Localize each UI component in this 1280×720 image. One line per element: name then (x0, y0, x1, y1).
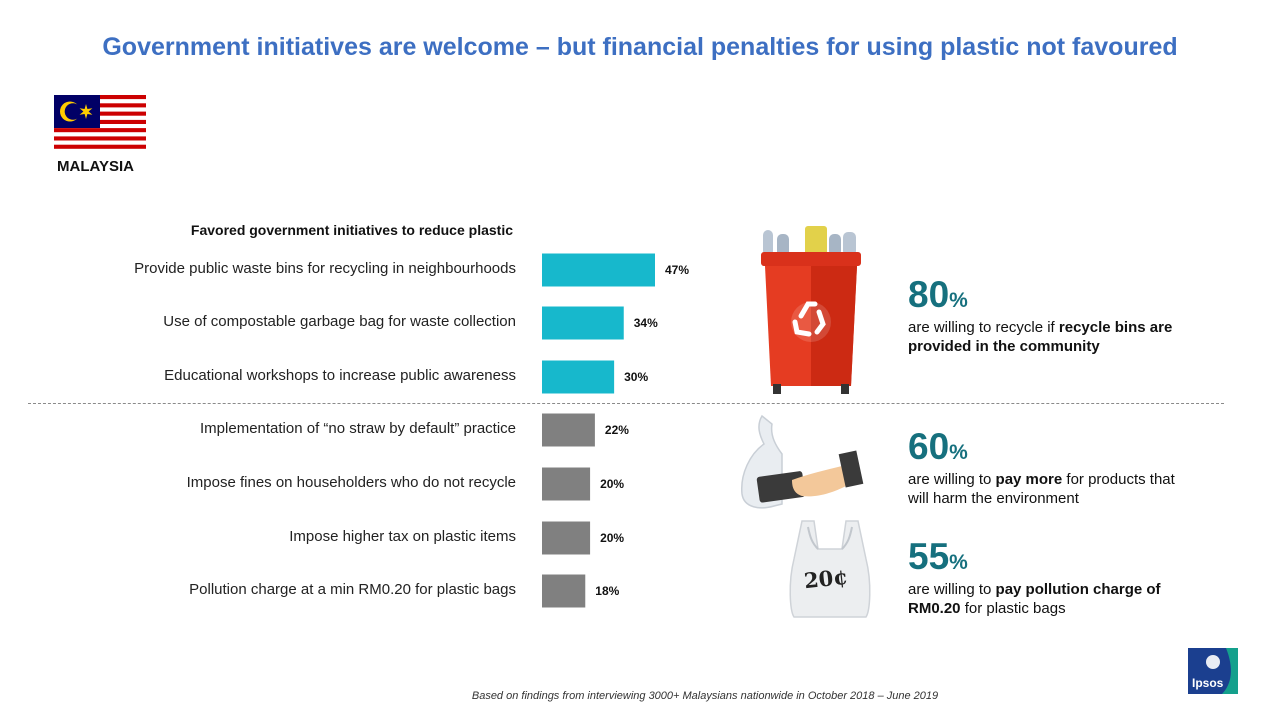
stat-number: 80% (908, 274, 968, 315)
bar (542, 574, 586, 608)
bar (542, 360, 615, 394)
malaysia-flag-icon (54, 95, 146, 153)
footnote: Based on findings from interviewing 3000… (471, 690, 939, 702)
stat-pollution-charge: 55% are willing to pay pollution charge … (908, 538, 1193, 618)
bar (542, 253, 655, 287)
bar-value-label: 47% (665, 263, 689, 277)
bag-price-label: 20¢ (802, 563, 850, 594)
stat-number: 55% (908, 536, 968, 577)
hand-with-money-icon (741, 414, 864, 509)
ipsos-logo: Ipsos (1188, 648, 1238, 694)
bar-category-label: Educational workshops to increase public… (164, 367, 516, 384)
bar-category-label: Impose higher tax on plastic items (289, 528, 516, 545)
stat-recycle: 80% are willing to recycle if recycle bi… (908, 276, 1208, 356)
country-label: MALAYSIA (57, 158, 134, 175)
bar-value-label: 20% (600, 531, 624, 545)
stat-pay-more: 60% are willing to pay more for products… (908, 428, 1178, 508)
bar (542, 413, 595, 447)
bar (542, 306, 624, 340)
recycle-bin-icon (761, 226, 861, 394)
divider (28, 403, 1224, 404)
stat-description: are willing to pay more for products tha… (908, 471, 1175, 507)
ipsos-logo-icon (1188, 648, 1238, 694)
bar-value-label: 22% (605, 423, 629, 437)
stat-number: 60% (908, 426, 968, 467)
brand-label: Ipsos (1192, 676, 1224, 690)
bar-chart: 47% 34% 30% 22% 20% 20% 18% (542, 253, 689, 608)
bar (542, 467, 591, 501)
bar-category-label: Impose fines on householders who do not … (186, 474, 516, 491)
bar-value-label: 34% (634, 316, 658, 330)
bar-category-label: Provide public waste bins for recycling … (134, 260, 516, 277)
chart-title: Favored government initiatives to reduce… (190, 222, 513, 238)
stat-description: are willing to recycle if recycle bins a… (908, 319, 1173, 355)
bar-category-label: Use of compostable garbage bag for waste… (163, 313, 516, 330)
plastic-bag-icon (789, 520, 871, 618)
bar-category-label: Pollution charge at a min RM0.20 for pla… (189, 581, 516, 598)
stat-description: are willing to pay pollution charge of R… (908, 581, 1161, 617)
bar (542, 521, 591, 555)
bar-value-label: 30% (624, 370, 648, 384)
page-title: Government initiatives are welcome – but… (102, 33, 1178, 61)
bar-value-label: 20% (600, 477, 624, 491)
bar-category-label: Implementation of “no straw by default” … (200, 420, 516, 437)
bar-value-label: 18% (595, 584, 619, 598)
